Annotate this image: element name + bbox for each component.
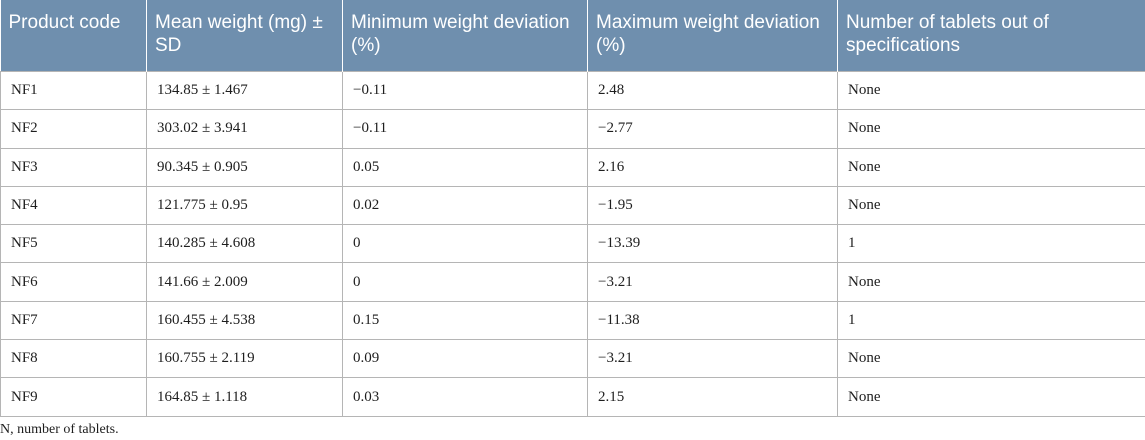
weight-variation-table: Product code Mean weight (mg) ± SD Minim… (0, 0, 1145, 417)
cell-product-code: NF6 (0, 262, 147, 302)
cell-max-deviation: −13.39 (587, 224, 838, 264)
table-row: NF4 121.775 ± 0.95 0.02 −1.95 None (0, 185, 1145, 226)
cell-tablets-out-of-spec: None (837, 377, 1145, 417)
cell-max-deviation: −3.21 (587, 339, 838, 379)
table-footnote: N, number of tablets. (0, 422, 119, 437)
cell-mean-weight: 134.85 ± 1.467 (146, 70, 343, 111)
cell-tablets-out-of-spec: 1 (837, 224, 1145, 264)
cell-max-deviation: 2.48 (587, 70, 838, 111)
cell-max-deviation: −1.95 (587, 185, 838, 226)
table-row: NF2 303.02 ± 3.941 −0.11 −2.77 None (0, 109, 1145, 149)
table-row: NF8 160.755 ± 2.119 0.09 −3.21 None (0, 339, 1145, 379)
header-min-deviation: Minimum weight deviation (%) (342, 0, 588, 72)
cell-product-code: NF5 (0, 224, 147, 264)
cell-max-deviation: −11.38 (587, 300, 838, 341)
cell-tablets-out-of-spec: None (837, 147, 1145, 187)
cell-mean-weight: 164.85 ± 1.118 (146, 377, 343, 417)
header-product-code: Product code (0, 0, 147, 72)
cell-tablets-out-of-spec: None (837, 262, 1145, 302)
cell-product-code: NF7 (0, 300, 147, 341)
table-header: Product code Mean weight (mg) ± SD Minim… (0, 0, 1145, 72)
header-max-deviation: Maximum weight deviation (%) (587, 0, 838, 72)
cell-tablets-out-of-spec: None (837, 185, 1145, 226)
header-row: Product code Mean weight (mg) ± SD Minim… (0, 0, 1145, 72)
cell-max-deviation: −2.77 (587, 109, 838, 149)
cell-min-deviation: 0.02 (342, 185, 588, 226)
cell-mean-weight: 303.02 ± 3.941 (146, 109, 343, 149)
cell-min-deviation: 0.05 (342, 147, 588, 187)
table-row: NF5 140.285 ± 4.608 0 −13.39 1 (0, 224, 1145, 264)
cell-product-code: NF9 (0, 377, 147, 417)
cell-min-deviation: 0.15 (342, 300, 588, 341)
cell-max-deviation: −3.21 (587, 262, 838, 302)
cell-tablets-out-of-spec: 1 (837, 300, 1145, 341)
cell-product-code: NF2 (0, 109, 147, 149)
cell-min-deviation: 0.03 (342, 377, 588, 417)
cell-max-deviation: 2.16 (587, 147, 838, 187)
table-row: NF9 164.85 ± 1.118 0.03 2.15 None (0, 377, 1145, 417)
cell-tablets-out-of-spec: None (837, 339, 1145, 379)
table-row: NF7 160.455 ± 4.538 0.15 −11.38 1 (0, 300, 1145, 341)
cell-max-deviation: 2.15 (587, 377, 838, 417)
cell-mean-weight: 160.455 ± 4.538 (146, 300, 343, 341)
table-body: NF1 134.85 ± 1.467 −0.11 2.48 None NF2 3… (0, 70, 1145, 417)
header-mean-weight: Mean weight (mg) ± SD (146, 0, 343, 72)
cell-min-deviation: 0.09 (342, 339, 588, 379)
cell-product-code: NF8 (0, 339, 147, 379)
cell-mean-weight: 141.66 ± 2.009 (146, 262, 343, 302)
table-row: NF1 134.85 ± 1.467 −0.11 2.48 None (0, 70, 1145, 111)
cell-product-code: NF1 (0, 70, 147, 111)
cell-mean-weight: 121.775 ± 0.95 (146, 185, 343, 226)
cell-product-code: NF4 (0, 185, 147, 226)
weight-variation-table-container: Product code Mean weight (mg) ± SD Minim… (0, 0, 1145, 417)
table-row: NF6 141.66 ± 2.009 0 −3.21 None (0, 262, 1145, 302)
table-row: NF3 90.345 ± 0.905 0.05 2.16 None (0, 147, 1145, 187)
cell-tablets-out-of-spec: None (837, 109, 1145, 149)
cell-mean-weight: 140.285 ± 4.608 (146, 224, 343, 264)
header-tablets-out-of-spec: Number of tablets out of specifications (837, 0, 1145, 72)
cell-mean-weight: 90.345 ± 0.905 (146, 147, 343, 187)
cell-min-deviation: 0 (342, 262, 588, 302)
cell-product-code: NF3 (0, 147, 147, 187)
cell-mean-weight: 160.755 ± 2.119 (146, 339, 343, 379)
cell-min-deviation: −0.11 (342, 70, 588, 111)
cell-tablets-out-of-spec: None (837, 70, 1145, 111)
cell-min-deviation: −0.11 (342, 109, 588, 149)
cell-min-deviation: 0 (342, 224, 588, 264)
